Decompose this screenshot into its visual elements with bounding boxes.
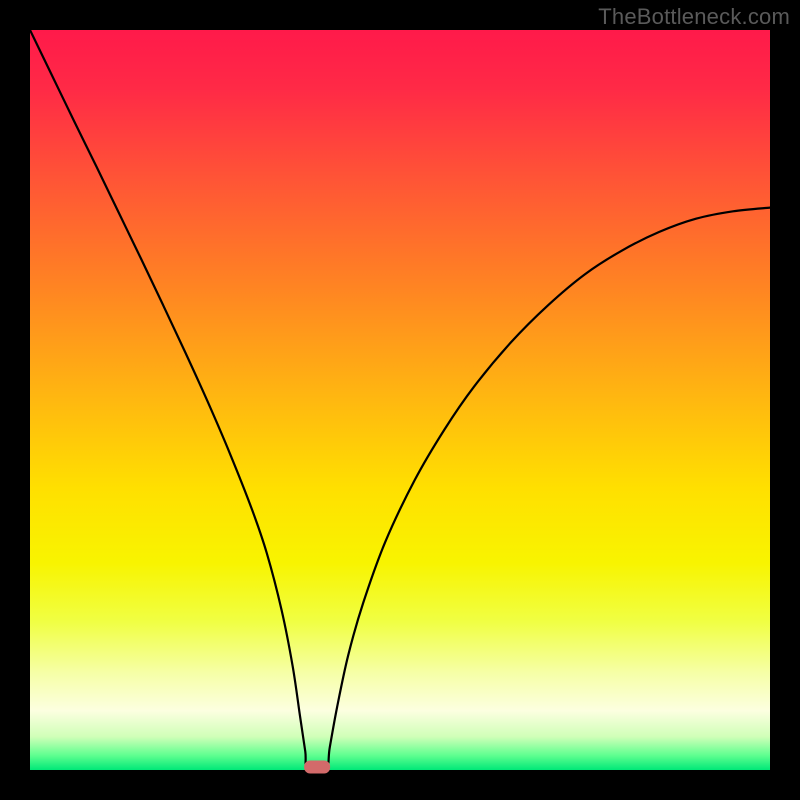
plot-background: [30, 30, 770, 770]
optimum-marker: [304, 761, 330, 774]
bottleneck-chart: [0, 0, 800, 800]
chart-svg: [0, 0, 800, 800]
